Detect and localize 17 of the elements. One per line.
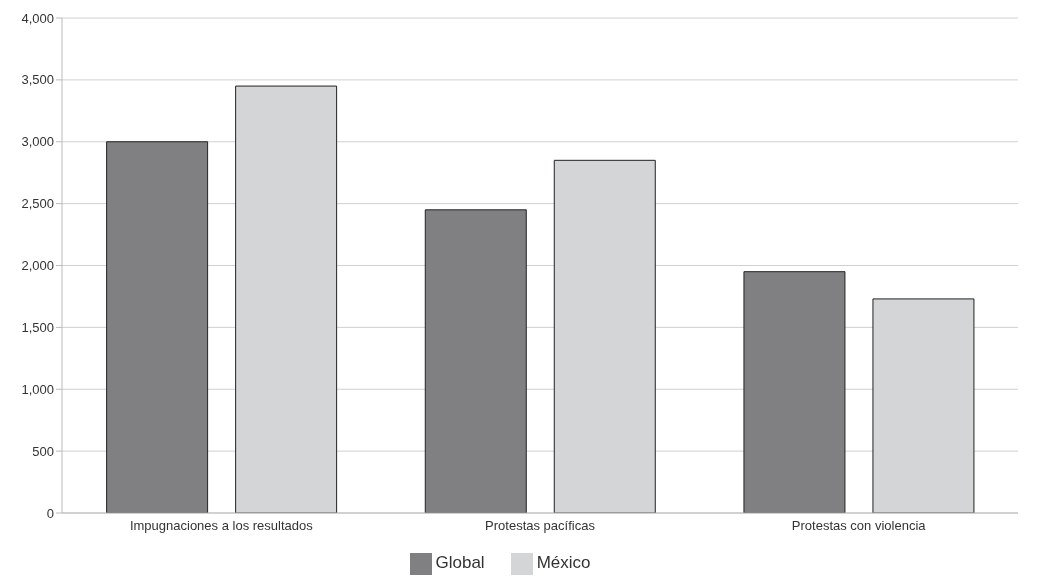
y-tick-label: 500 [32, 443, 54, 459]
y-tick-label: 3,000 [21, 134, 54, 150]
bar [743, 271, 846, 513]
y-tick-label: 4,000 [21, 10, 54, 26]
x-tick-label: Impugnaciones a los resultados [129, 518, 314, 534]
y-tick-label: 1,000 [21, 381, 54, 397]
legend-label: Global [435, 553, 485, 573]
y-tick-label: 2,000 [21, 258, 54, 274]
x-tick-label: Protestas con violencia [791, 518, 927, 534]
y-tick-label: 2,500 [21, 196, 54, 212]
y-tick-label: 3,500 [21, 72, 54, 88]
y-tick-label: 1,500 [21, 319, 54, 335]
bar [106, 141, 209, 513]
x-tick-label: Protestas pacíficas [485, 518, 596, 534]
y-tick-label: 0 [46, 505, 54, 521]
legend-label: México [536, 553, 591, 573]
bar [424, 209, 527, 513]
